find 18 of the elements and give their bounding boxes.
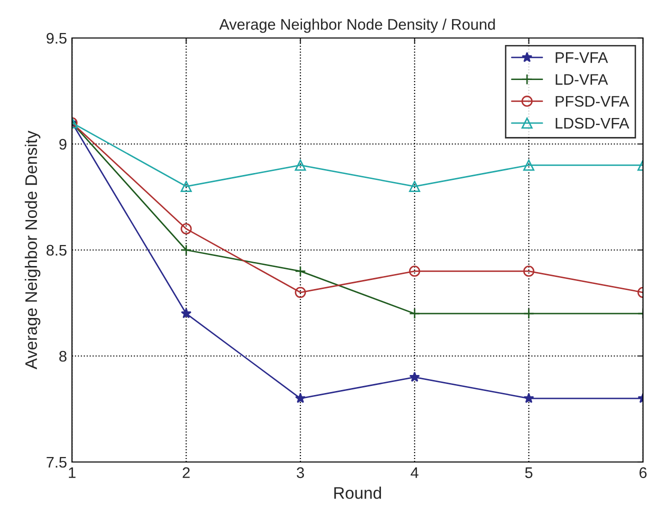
y-tick-label: 9.5 bbox=[46, 32, 66, 44]
chart-title: Average Neighbor Node Density / Round bbox=[219, 18, 495, 33]
y-tick-label: 8.5 bbox=[46, 244, 66, 256]
x-tick-label: 4 bbox=[410, 467, 418, 478]
x-tick-label: 1 bbox=[68, 467, 76, 478]
legend-label: LD-VFA bbox=[556, 74, 608, 85]
x-tick-label: 3 bbox=[296, 467, 304, 478]
x-axis-title: Round bbox=[334, 486, 381, 499]
y-tick-label: 9 bbox=[59, 138, 66, 150]
y-tick-label: 7.5 bbox=[46, 457, 66, 468]
x-tick-label: 6 bbox=[640, 467, 647, 478]
y-axis-title: Average Neighbor Node Density bbox=[24, 130, 40, 370]
legend-label: PFSD-VFA bbox=[556, 96, 630, 107]
x-tick-label: 2 bbox=[182, 467, 190, 478]
legend-label: PF-VFA bbox=[556, 52, 608, 63]
legend-label: LDSD-VFA bbox=[556, 118, 630, 129]
x-tick-label: 5 bbox=[525, 467, 532, 478]
y-tick-label: 8 bbox=[59, 350, 66, 362]
